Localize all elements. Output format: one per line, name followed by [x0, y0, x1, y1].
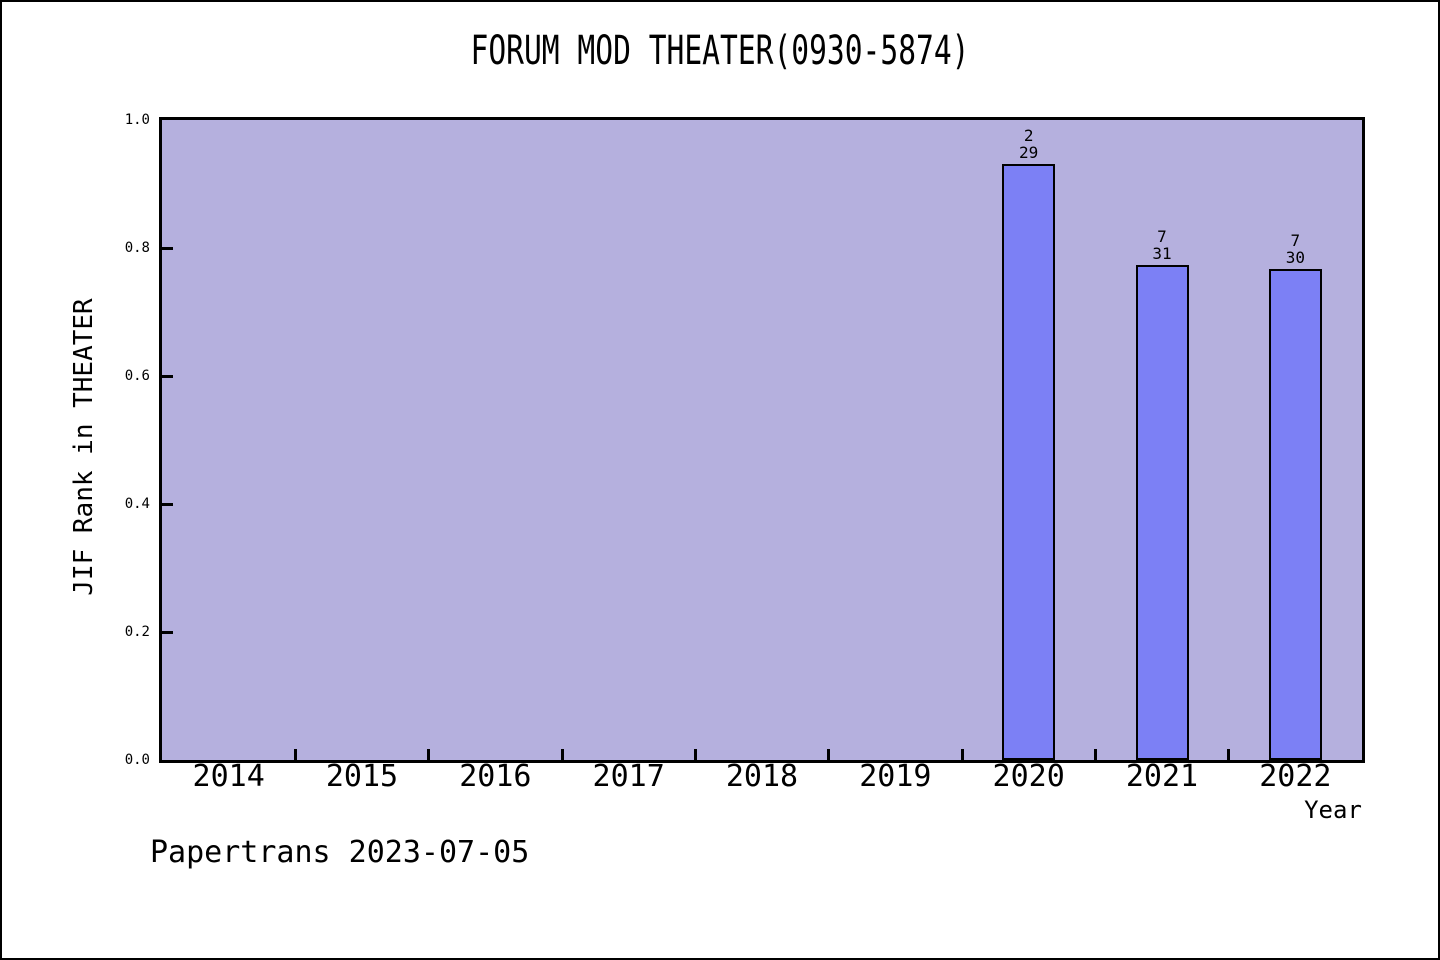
x-category-label: 2017	[592, 759, 665, 794]
x-tick-mark	[960, 749, 964, 760]
x-tick-mark	[427, 749, 431, 760]
x-tick-mark	[560, 749, 564, 760]
bar-value-label: 7 31	[1152, 226, 1172, 263]
bar	[1002, 164, 1056, 760]
x-tick-mark	[293, 749, 297, 760]
chart-title: FORUM MOD THEATER(0930-5874)	[470, 28, 970, 74]
x-tick-mark	[1227, 749, 1231, 760]
x-tick-mark	[693, 749, 697, 760]
y-tick-mark	[162, 246, 173, 250]
y-tick-mark	[162, 374, 173, 378]
x-category-label: 2018	[725, 759, 799, 794]
y-tick-label: 0.8	[124, 240, 150, 256]
y-tick-label: 0.4	[124, 496, 150, 512]
x-category-label: 2022	[1259, 759, 1332, 794]
y-tick-label: 0.2	[124, 624, 150, 640]
plot-area	[162, 120, 1362, 760]
bar-value-label: 7 30	[1285, 231, 1305, 268]
y-tick-mark	[162, 630, 173, 634]
x-tick-mark	[1093, 749, 1097, 760]
x-axis-label: Year	[1304, 796, 1362, 824]
x-tick-mark	[827, 749, 831, 760]
y-axis-label: JIF Rank in THEATER	[69, 298, 99, 596]
bar	[1135, 264, 1189, 760]
bar-value-label: 2 29	[1019, 126, 1039, 163]
x-category-label: 2014	[192, 759, 265, 794]
y-tick-label: 1.0	[124, 112, 150, 128]
x-category-label: 2019	[859, 759, 932, 794]
y-tick-label: 0.0	[124, 752, 150, 768]
x-category-label: 2021	[1125, 759, 1199, 794]
bar	[1268, 269, 1322, 760]
x-category-label: 2015	[325, 759, 399, 794]
x-category-label: 2016	[459, 759, 532, 794]
footer-text: Papertrans 2023-07-05	[150, 835, 530, 870]
y-tick-mark	[162, 502, 173, 506]
y-tick-label: 0.6	[124, 368, 150, 384]
x-category-label: 2020	[992, 759, 1065, 794]
